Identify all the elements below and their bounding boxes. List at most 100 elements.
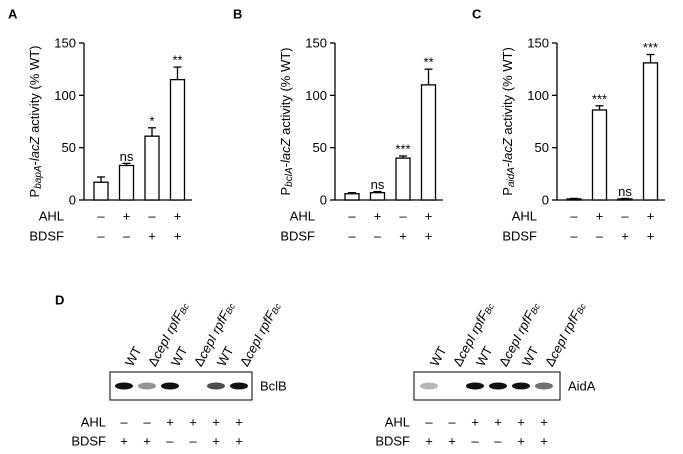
significance-label: ** <box>423 55 433 70</box>
blot-band <box>230 382 248 390</box>
lane-label-part: WT <box>426 344 449 369</box>
lane-label: WT <box>213 344 236 369</box>
condition-label: AHL <box>290 209 315 224</box>
significance-label: ** <box>172 53 182 68</box>
significance-label: *** <box>592 91 607 106</box>
y-axis-label-part: P <box>27 189 42 198</box>
condition-sign: + <box>174 229 182 244</box>
y-tick-label: 0 <box>69 193 76 208</box>
y-axis-label-part: activity (% WT) <box>500 47 515 138</box>
blot-protein-label: BclB <box>260 379 287 394</box>
lane-label: WT <box>426 344 449 369</box>
significance-label: * <box>149 113 154 128</box>
lane-label: ΔcepI rpfFBc <box>236 299 283 369</box>
condition-sign: + <box>647 209 655 224</box>
condition-sign: + <box>647 229 655 244</box>
condition-sign: + <box>494 415 502 430</box>
y-axis-label: PbapA-lacZ activity (% WT) <box>27 46 44 198</box>
condition-sign: – <box>425 415 433 430</box>
y-tick-label: 0 <box>542 193 549 208</box>
condition-sign: + <box>399 229 407 244</box>
condition-sign: – <box>97 209 105 224</box>
lane-label-part: cepI rpfF <box>545 308 583 361</box>
condition-sign: – <box>143 415 151 430</box>
y-axis-label: PbclA-lacZ activity (% WT) <box>278 47 295 195</box>
bar <box>369 192 386 201</box>
significance-label: ns <box>371 177 385 192</box>
condition-sign: + <box>425 229 433 244</box>
significance-label: *** <box>395 142 410 157</box>
condition-sign: + <box>166 415 174 430</box>
condition-label: BDSF <box>502 229 537 244</box>
bar <box>169 78 186 201</box>
bar <box>420 84 437 201</box>
condition-sign: – <box>570 209 578 224</box>
y-axis-label-part: P <box>500 187 515 196</box>
condition-sign: + <box>448 434 456 449</box>
blot-band <box>512 382 530 390</box>
panel-letter: B <box>233 7 242 22</box>
condition-label: BDSF <box>29 229 64 244</box>
condition-sign: – <box>120 415 128 430</box>
condition-sign: – <box>97 229 105 244</box>
lane-label-part: WT <box>518 344 541 369</box>
lane-label: WT <box>167 344 190 369</box>
lane-label-part: Bc <box>269 301 283 315</box>
lane-label-part: Bc <box>223 301 237 315</box>
blot-band <box>161 382 179 390</box>
bar <box>144 135 160 201</box>
condition-label: AHL <box>385 415 410 430</box>
bar <box>591 109 608 201</box>
condition-sign: – <box>166 434 174 449</box>
y-tick-label: 100 <box>527 88 549 103</box>
lane-label-part: WT <box>121 344 144 369</box>
condition-sign: + <box>517 415 525 430</box>
lane-label-part: Bc <box>482 301 496 315</box>
condition-label: BDSF <box>280 229 315 244</box>
condition-sign: + <box>621 229 629 244</box>
lane-label-part: cepI rpfF <box>240 308 278 361</box>
condition-sign: – <box>189 434 197 449</box>
condition-sign: – <box>374 229 382 244</box>
blot-band <box>466 382 484 390</box>
blot-band <box>420 382 438 390</box>
y-axis-label-part: - <box>278 163 293 167</box>
condition-sign: + <box>517 434 525 449</box>
condition-sign: + <box>212 434 220 449</box>
significance-label: ns <box>618 184 632 199</box>
lane-label-part: WT <box>213 344 236 369</box>
y-tick-label: 0 <box>320 193 327 208</box>
condition-sign: + <box>425 434 433 449</box>
condition-sign: + <box>425 209 433 224</box>
significance-label: *** <box>643 40 658 55</box>
bar <box>642 62 659 201</box>
condition-sign: – <box>148 209 156 224</box>
condition-sign: + <box>235 415 243 430</box>
y-tick-label: 50 <box>313 140 327 155</box>
y-axis-label-part: bclA <box>284 167 295 187</box>
condition-sign: – <box>621 209 629 224</box>
condition-sign: + <box>120 434 128 449</box>
y-axis-label-part: lacZ <box>27 135 42 161</box>
condition-sign: – <box>348 209 356 224</box>
condition-sign: – <box>123 229 131 244</box>
bar <box>566 198 582 201</box>
lane-label-part: Bc <box>177 301 191 315</box>
blot-band <box>535 382 553 390</box>
lane-label: WT <box>518 344 541 369</box>
condition-sign: + <box>235 434 243 449</box>
condition-sign: + <box>540 415 548 430</box>
y-axis-label-part: bapA <box>33 165 44 189</box>
condition-sign: – <box>448 415 456 430</box>
bar <box>617 198 633 201</box>
bar <box>118 164 135 201</box>
blot-protein-label: AidA <box>568 379 596 394</box>
y-tick-label: 150 <box>54 36 76 51</box>
condition-sign: + <box>471 415 479 430</box>
bar <box>395 157 411 201</box>
y-axis-label-part: activity (% WT) <box>27 46 42 137</box>
condition-sign: + <box>143 434 151 449</box>
condition-sign: – <box>348 229 356 244</box>
bar <box>344 193 360 201</box>
significance-label: ns <box>120 149 134 164</box>
